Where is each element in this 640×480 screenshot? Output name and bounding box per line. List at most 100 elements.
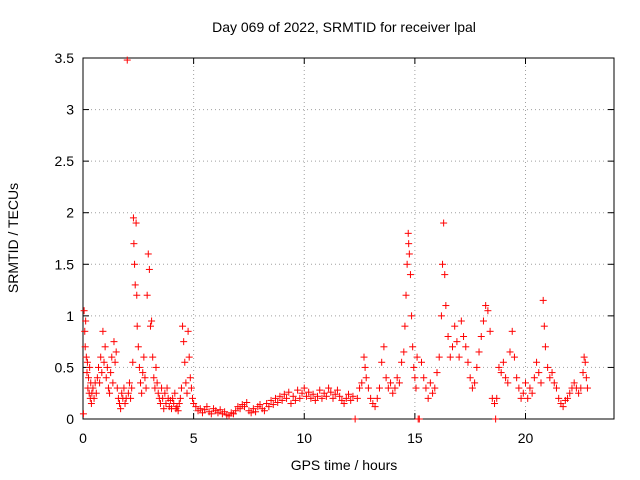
data-point (260, 407, 268, 415)
data-point (120, 384, 128, 392)
data-point (446, 353, 454, 361)
data-point (405, 250, 413, 258)
x-tick-label: 10 (296, 430, 312, 446)
data-point (104, 384, 112, 392)
x-axis-label: GPS time / hours (291, 457, 398, 473)
data-point (451, 322, 459, 330)
data-point (375, 384, 383, 392)
data-point (300, 384, 308, 392)
data-point (526, 384, 534, 392)
y-tick-label: 0.5 (55, 359, 75, 375)
data-point (418, 358, 426, 366)
data-point (405, 240, 413, 248)
data-point (351, 415, 359, 423)
data-point (530, 374, 538, 382)
data-point (336, 392, 344, 400)
data-point (413, 353, 421, 361)
data-point (340, 400, 348, 408)
data-point (422, 384, 430, 392)
data-point (82, 353, 90, 361)
data-point (566, 389, 574, 397)
data-point (517, 394, 525, 402)
data-point (143, 291, 151, 299)
data-point (129, 358, 137, 366)
data-point (123, 56, 131, 64)
data-point (171, 389, 179, 397)
data-point (564, 394, 572, 402)
data-point (124, 389, 132, 397)
data-point (360, 353, 368, 361)
y-axis-label: SRMTID / TECUs (5, 183, 21, 293)
data-point (232, 407, 240, 415)
data-point (181, 358, 189, 366)
data-point (163, 384, 171, 392)
y-tick-label: 1 (66, 308, 74, 324)
grid (83, 58, 614, 419)
data-point (149, 353, 157, 361)
data-point (94, 363, 102, 371)
data-point (384, 384, 392, 392)
data-point (296, 394, 304, 402)
data-point (241, 403, 249, 411)
data-point (347, 396, 355, 404)
data-point (247, 409, 255, 417)
data-point (570, 379, 578, 387)
data-point (325, 384, 333, 392)
data-point (318, 394, 326, 402)
data-point (322, 392, 330, 400)
data-point (424, 394, 432, 402)
data-point (393, 374, 401, 382)
data-point (140, 353, 148, 361)
data-point (80, 307, 88, 315)
data-point (130, 240, 138, 248)
data-point (289, 392, 297, 400)
data-point (453, 338, 461, 346)
data-point (96, 379, 104, 387)
data-point (132, 219, 140, 227)
data-point (364, 384, 372, 392)
data-point (387, 379, 395, 387)
data-point (274, 398, 282, 406)
data-point (429, 389, 437, 397)
data-point (162, 400, 170, 408)
x-tick-label: 5 (190, 430, 198, 446)
data-point (479, 317, 487, 325)
data-point (216, 406, 224, 414)
data-point (524, 394, 532, 402)
data-point (395, 379, 403, 387)
data-point (403, 260, 411, 268)
data-point (174, 407, 182, 415)
data-point (502, 374, 510, 382)
data-point (184, 327, 192, 335)
data-point (406, 271, 414, 279)
data-point (499, 358, 507, 366)
data-point (440, 219, 448, 227)
data-point (408, 312, 416, 320)
data-point (182, 379, 190, 387)
data-point (464, 358, 472, 366)
data-point (148, 317, 156, 325)
data-point (486, 327, 494, 335)
data-point (581, 358, 589, 366)
y-tick-label: 3.5 (55, 50, 75, 66)
data-point (475, 348, 483, 356)
data-point (415, 415, 423, 423)
data-point (506, 348, 514, 356)
data-point (378, 358, 386, 366)
data-point (510, 353, 518, 361)
data-point (316, 386, 324, 394)
data-point (513, 374, 521, 382)
data-point (154, 389, 162, 397)
data-point (533, 358, 541, 366)
data-point (121, 400, 129, 408)
data-point (161, 389, 169, 397)
data-point (146, 322, 154, 330)
data-point (555, 394, 563, 402)
data-point (87, 400, 95, 408)
data-point (134, 343, 142, 351)
data-point (139, 369, 147, 377)
data-point (101, 343, 109, 351)
data-points (79, 56, 591, 423)
data-point (331, 390, 339, 398)
data-point (192, 403, 200, 411)
